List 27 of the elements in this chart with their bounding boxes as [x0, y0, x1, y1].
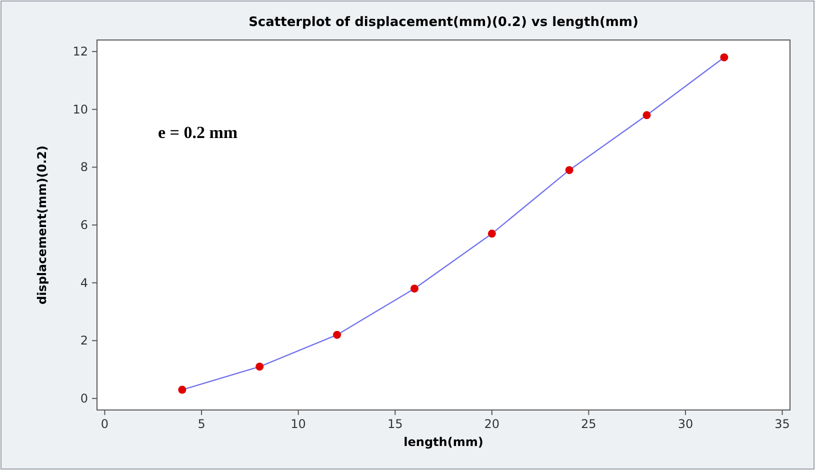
y-axis-title: displacement(mm)(0.2) — [35, 145, 49, 305]
x-axis-title: length(mm) — [404, 435, 484, 449]
y-tick-label: 12 — [72, 44, 88, 59]
x-tick-label: 0 — [100, 417, 109, 431]
y-tick-label: 4 — [80, 276, 88, 290]
y-tick-label: 0 — [80, 391, 88, 406]
point — [333, 330, 342, 339]
x-tick-label: 30 — [678, 417, 694, 431]
x-tick-label: 20 — [484, 417, 500, 431]
point — [642, 111, 651, 120]
x-tick-label: 25 — [581, 417, 596, 431]
point — [720, 53, 728, 62]
x-tick-label: 10 — [290, 417, 306, 431]
point — [488, 230, 496, 238]
point — [178, 386, 186, 394]
y-tick-label: 10 — [72, 102, 88, 116]
point — [410, 284, 418, 293]
chart-title: Scatterplot of displacement(mm)(0.2) vs length(mm) — [248, 15, 638, 30]
y-tick-label: 6 — [80, 218, 88, 232]
x-tick-label: 5 — [198, 417, 206, 431]
y-tick-label: 8 — [80, 160, 88, 174]
annotation: e = 0.2 mm — [158, 123, 238, 142]
x-tick-label: 15 — [387, 417, 403, 431]
point — [565, 166, 574, 174]
y-tick-label: 2 — [80, 334, 88, 348]
point — [256, 362, 264, 371]
x-tick-label: 35 — [774, 417, 790, 431]
